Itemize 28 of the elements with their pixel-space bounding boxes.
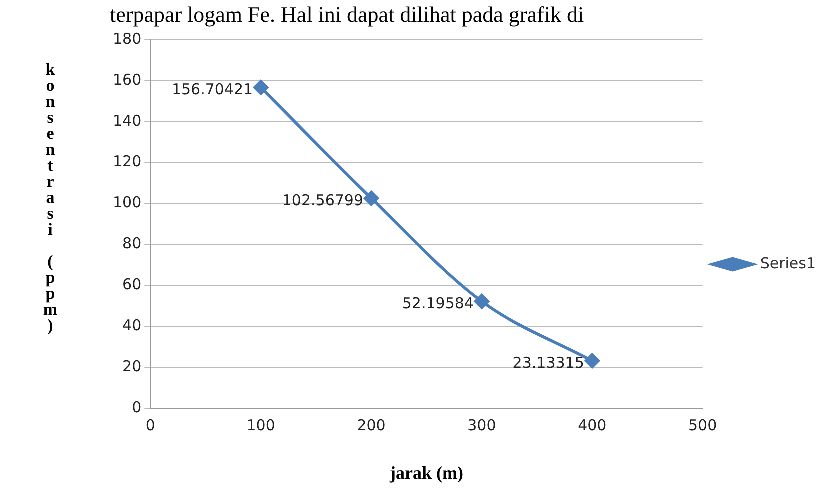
x-tick-label: 200 [357, 416, 386, 434]
y-tick-label: 100 [112, 194, 142, 212]
y-tick-label: 180 [112, 30, 142, 48]
x-tick-label: 400 [578, 416, 607, 434]
data-label: 52.19584 [402, 294, 474, 312]
x-tick-label: 500 [688, 416, 718, 434]
data-label: 156.70421 [172, 80, 254, 99]
y-tick-label: 20 [122, 357, 142, 376]
point [584, 354, 600, 369]
x-tick-label: 100 [246, 416, 276, 434]
x-tick-label: 0 [146, 416, 156, 434]
y-tick-label: 60 [122, 275, 142, 294]
text: terpapar logam Fe. Hal ini dapat dilihat pada grafik di [110, 2, 584, 28]
data-label: 23.13315 [512, 354, 584, 372]
y-tick-label: 120 [112, 152, 142, 171]
y-tick-label: 0 [132, 398, 142, 416]
data-label: 102.56799 [282, 191, 364, 210]
y-axis-title: konsentrasi (ppm) [40, 60, 60, 332]
x-axis-title: jarak (m) [388, 462, 464, 483]
legend-label: Series1 [760, 254, 816, 272]
point [254, 80, 269, 96]
x-tick-label: 300 [468, 416, 496, 434]
y-tick-label: 80 [122, 234, 142, 253]
y-tick-label: 40 [122, 316, 142, 334]
point [474, 294, 490, 310]
y-tick-label: 160 [112, 70, 142, 89]
y-tick-label: 140 [112, 112, 142, 130]
point [364, 190, 380, 206]
